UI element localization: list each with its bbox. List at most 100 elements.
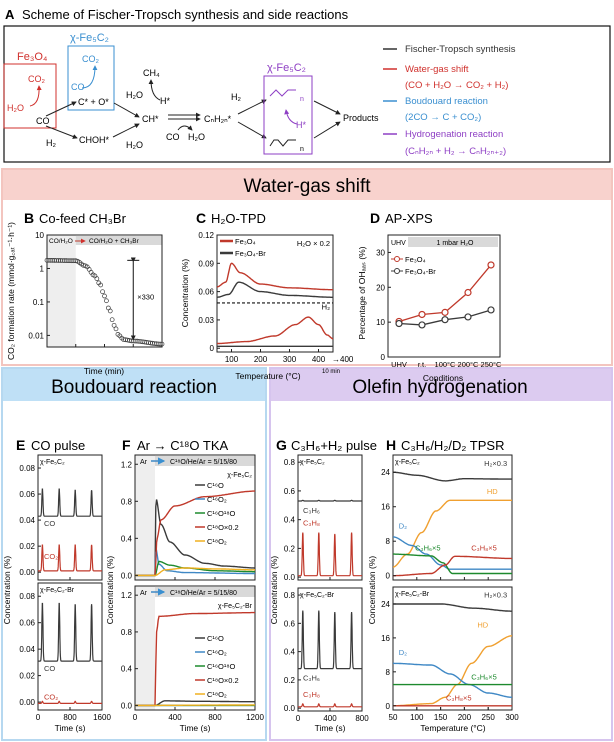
y-tick-label: 0.01 — [28, 331, 44, 340]
legend-label: C¹⁸O×0.2 — [207, 676, 239, 685]
x-axis-label: Conditions — [423, 373, 463, 383]
legend-label: Fe₃O₄ — [405, 255, 426, 264]
y-axis-label: Concentration (%) — [180, 259, 190, 328]
y-tick-label: 0.02 — [19, 672, 35, 681]
boudouard-section-header — [3, 369, 265, 401]
sample-label: χ-Fe₅C₂-Br — [218, 603, 253, 610]
legend-label: C¹⁶O₂ — [207, 648, 227, 657]
h2o-label: H₂O — [7, 103, 24, 113]
condition-header-bar — [75, 236, 162, 245]
boudouard-arrow — [81, 65, 98, 89]
x-tick-label: 0 — [133, 713, 138, 722]
y-tick-label: 16 — [381, 634, 390, 643]
data-point — [102, 293, 107, 299]
sample-label: χ-Fe₅C₂ — [300, 459, 325, 466]
series-label: C₃H₆ — [303, 506, 320, 515]
fe3o4-box — [3, 63, 57, 129]
y-tick-label: 0.00 — [19, 568, 35, 577]
series-line — [216, 281, 333, 298]
data-point — [441, 308, 449, 316]
panel-title: Scheme of Fischer-Tropsch synthesis and … — [22, 7, 349, 22]
y-tick-label: 0.00 — [19, 698, 35, 707]
y-axis-label: Percentage of OHₐₐₛ (%) — [357, 246, 367, 339]
legend-label: Fe₃O₄-Br — [405, 267, 436, 276]
condition-label: 1 mbar H₂O — [437, 240, 475, 247]
section-title: Water-gas shift — [243, 176, 371, 197]
panel-g: G C₃H₆+H₂ pulse 0.0 0.2 0.4 0.6 0.8 χ-Fe₅C₂ C₃H₆… — [269, 437, 377, 733]
legend-label: C¹⁶O¹⁸O — [207, 509, 235, 518]
series-label: C₃H₈×5 — [471, 544, 497, 553]
panel-title: CO pulse — [31, 438, 85, 453]
arrow — [237, 121, 267, 139]
x-axis-label: Time (s) — [315, 723, 346, 733]
legend-marker-icon — [394, 256, 400, 262]
choh-label: CHOH* — [79, 135, 109, 145]
series-line — [135, 704, 255, 707]
series-line — [38, 700, 102, 705]
data-point — [94, 276, 100, 281]
arrow — [313, 100, 341, 115]
boudouard-box — [67, 45, 115, 111]
y-axis-label: Concentration (%) — [105, 556, 115, 625]
co2-label: CO₂ — [82, 54, 100, 64]
x-tick-label: 150 — [434, 713, 448, 722]
panel-c: C H₂O-TPD 0 0.03 0.06 0.09 0.12 100 200 300 400 →40… — [180, 210, 354, 381]
y-axis-label: Concentration (%) — [2, 556, 12, 625]
plot-frame — [216, 234, 334, 353]
panel-title: AP-XPS — [385, 211, 433, 226]
y-tick-label: 0.0 — [121, 571, 133, 580]
series-line — [298, 499, 362, 502]
series-line — [135, 567, 255, 577]
section-title: Boudouard reaction — [51, 377, 217, 398]
x-tick-label: 800 — [63, 713, 77, 722]
y-tick-label: 0.4 — [121, 534, 133, 543]
hydrogenation-box — [263, 75, 313, 155]
data-point — [464, 288, 472, 297]
plot-frame — [134, 454, 256, 581]
x-tick-label: 200 — [458, 713, 472, 722]
series-label: CO — [44, 664, 55, 673]
x-tick-label: 400 — [323, 714, 337, 723]
panel-letter: G — [276, 437, 287, 453]
legend-label: Fe₃O₄-Br — [235, 249, 266, 258]
legend-label: C¹⁶O — [207, 481, 224, 490]
x-axis-label: Time (s) — [55, 723, 86, 733]
sample-label: χ-Fe₅C₂-Br — [40, 587, 75, 594]
series-line — [393, 555, 512, 577]
condition-header-bar — [155, 456, 255, 466]
series-label: CO₂ — [44, 692, 58, 701]
panel-letter: A — [5, 7, 15, 22]
arrow — [112, 123, 140, 138]
alkane-structure-icon — [269, 89, 296, 97]
fe5c2-label: χ-Fe₅C₂ — [267, 62, 306, 74]
x-tick-label: 100°C — [435, 360, 457, 369]
x-tick-label: 50 — [389, 713, 398, 722]
panel-letter: B — [24, 210, 34, 226]
shaded-region — [135, 586, 155, 710]
y-tick-label: 10 — [35, 231, 44, 240]
series-line — [392, 471, 512, 482]
panel-h: H C₃H₆/H₂/D₂ TPSR 0 8 16 24 χ-Fe₅C₂ H₂×0.3 HD D₂ C… — [367, 437, 519, 733]
arrow — [113, 102, 140, 118]
panel-title: C₃H₆+H₂ pulse — [291, 438, 377, 453]
wgs-section-frame — [1, 168, 613, 366]
subplot: 0.0 0.2 0.4 0.6 0.8 χ-Fe₅C₂ C₃H₆ C₃H₈ — [284, 454, 363, 582]
series-line — [216, 262, 333, 291]
plot-frame — [134, 585, 256, 711]
x-axis-extra-label: 10 min — [322, 369, 340, 375]
x-tick-label: 250 — [482, 713, 496, 722]
co-label: CO — [71, 82, 85, 92]
y-tick-label: 0.0 — [284, 573, 296, 582]
y-tick-label: 0 — [381, 353, 386, 362]
data-point — [418, 321, 426, 329]
y-tick-label: 8 — [386, 668, 391, 677]
h-ads-label: H* — [160, 96, 170, 106]
y-tick-label: 0.2 — [284, 676, 296, 685]
legend-label: C¹⁸O₂ — [207, 537, 227, 546]
x-tick-label: 300 — [283, 355, 297, 364]
x-axis-label: Time (min) — [84, 366, 124, 376]
legend-sub-label: (2CO → C + CO₂) — [405, 112, 481, 123]
legend-label: C¹⁶O₂ — [207, 495, 227, 504]
data-point — [113, 326, 119, 332]
